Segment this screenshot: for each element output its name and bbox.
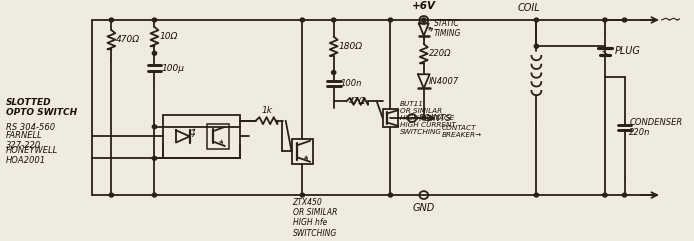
Text: STATIC
TIMING: STATIC TIMING bbox=[434, 19, 461, 38]
Circle shape bbox=[301, 18, 305, 22]
Text: 10Ω: 10Ω bbox=[160, 32, 178, 41]
Circle shape bbox=[534, 44, 539, 48]
Circle shape bbox=[603, 18, 607, 22]
Circle shape bbox=[603, 193, 607, 197]
Text: IN4007: IN4007 bbox=[429, 77, 459, 86]
Circle shape bbox=[152, 156, 157, 160]
Circle shape bbox=[422, 116, 426, 120]
Circle shape bbox=[534, 193, 539, 197]
Circle shape bbox=[152, 125, 157, 129]
Circle shape bbox=[152, 18, 157, 22]
Circle shape bbox=[332, 18, 336, 22]
Circle shape bbox=[422, 18, 426, 22]
Circle shape bbox=[623, 193, 627, 197]
Text: 100n: 100n bbox=[341, 79, 362, 88]
Text: ZTX450
OR SIMILAR
HIGH hfe
SWITCHING: ZTX450 OR SIMILAR HIGH hfe SWITCHING bbox=[293, 198, 337, 238]
Circle shape bbox=[301, 193, 305, 197]
Text: +6V: +6V bbox=[412, 1, 436, 11]
Text: CONDENSER
220n: CONDENSER 220n bbox=[629, 118, 683, 137]
Bar bbox=[291, 139, 313, 164]
Text: COIL: COIL bbox=[517, 3, 540, 13]
Text: 470Ω: 470Ω bbox=[117, 35, 140, 44]
Bar bbox=[382, 109, 398, 127]
Circle shape bbox=[152, 51, 157, 55]
Text: 47Ω: 47Ω bbox=[348, 97, 366, 106]
Bar bbox=[163, 114, 239, 158]
Text: GND: GND bbox=[413, 203, 435, 213]
Text: HONEYWELL
HOA2001: HONEYWELL HOA2001 bbox=[6, 146, 58, 165]
Text: 1k: 1k bbox=[261, 106, 272, 114]
Text: FARNELL
327-220: FARNELL 327-220 bbox=[6, 131, 42, 150]
Circle shape bbox=[109, 193, 114, 197]
Circle shape bbox=[152, 193, 157, 197]
Circle shape bbox=[109, 18, 114, 22]
Text: CONTACT
BREAKER→: CONTACT BREAKER→ bbox=[441, 125, 482, 138]
Text: 220Ω: 220Ω bbox=[429, 49, 451, 58]
Text: BUT11
OR SIMILAR
HIGH VOLTAGE
HIGH CURRENT
SWITCHING: BUT11 OR SIMILAR HIGH VOLTAGE HIGH CURRE… bbox=[400, 101, 456, 135]
Text: 180Ω: 180Ω bbox=[339, 42, 363, 51]
Circle shape bbox=[389, 193, 393, 197]
Circle shape bbox=[332, 71, 336, 74]
Text: PLUG: PLUG bbox=[615, 46, 641, 56]
Text: POINTS: POINTS bbox=[419, 114, 452, 122]
Text: SLOTTED
OPTO SWITCH: SLOTTED OPTO SWITCH bbox=[6, 98, 77, 117]
Text: 100μ: 100μ bbox=[161, 64, 185, 73]
Circle shape bbox=[389, 18, 393, 22]
Text: RS 304-560: RS 304-560 bbox=[6, 123, 55, 132]
Circle shape bbox=[623, 18, 627, 22]
Bar bbox=[208, 124, 229, 149]
Circle shape bbox=[534, 18, 539, 22]
